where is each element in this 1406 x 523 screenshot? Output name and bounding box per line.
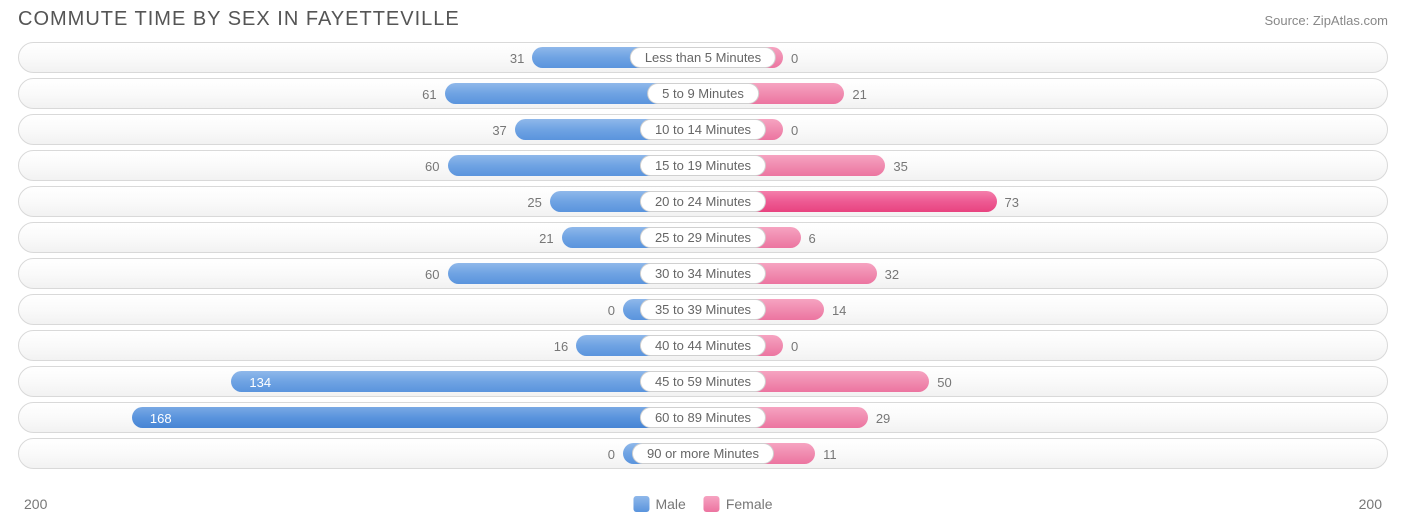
female-value: 21: [852, 79, 866, 110]
legend-male-label: Male: [655, 496, 685, 512]
category-label: 25 to 29 Minutes: [640, 227, 766, 248]
chart-source: Source: ZipAtlas.com: [1264, 13, 1388, 28]
male-value: 0: [608, 439, 615, 470]
female-value: 29: [876, 403, 890, 434]
male-value: 37: [492, 115, 506, 146]
diverging-bar-chart: 31 0 Less than 5 Minutes 61 21 5 to 9 Minutes…: [18, 42, 1388, 487]
chart-row: 0 11 90 or more Minutes: [18, 438, 1388, 469]
female-value: 35: [893, 151, 907, 182]
male-bar: [132, 407, 703, 428]
category-label: 15 to 19 Minutes: [640, 155, 766, 176]
legend-female: Female: [704, 496, 773, 512]
male-value: 60: [425, 151, 439, 182]
chart-row: 25 73 20 to 24 Minutes: [18, 186, 1388, 217]
legend: Male Female: [633, 496, 772, 512]
chart-row: 31 0 Less than 5 Minutes: [18, 42, 1388, 73]
category-label: 40 to 44 Minutes: [640, 335, 766, 356]
female-value: 0: [791, 43, 798, 74]
male-value: 31: [510, 43, 524, 74]
chart-row: 0 14 35 to 39 Minutes: [18, 294, 1388, 325]
category-label: 60 to 89 Minutes: [640, 407, 766, 428]
male-value: 168: [150, 403, 172, 434]
category-label: 20 to 24 Minutes: [640, 191, 766, 212]
chart-title: COMMUTE TIME BY SEX IN FAYETTEVILLE: [18, 8, 460, 31]
male-bar: [231, 371, 703, 392]
chart-header: COMMUTE TIME BY SEX IN FAYETTEVILLE Sour…: [0, 0, 1406, 35]
chart-row: 168 29 60 to 89 Minutes: [18, 402, 1388, 433]
male-swatch-icon: [633, 496, 649, 512]
category-label: 30 to 34 Minutes: [640, 263, 766, 284]
female-value: 11: [823, 439, 837, 470]
axis-right-max: 200: [1359, 496, 1382, 512]
chart-row: 37 0 10 to 14 Minutes: [18, 114, 1388, 145]
category-label: 10 to 14 Minutes: [640, 119, 766, 140]
female-value: 14: [832, 295, 846, 326]
category-label: 35 to 39 Minutes: [640, 299, 766, 320]
chart-row: 60 35 15 to 19 Minutes: [18, 150, 1388, 181]
chart-footer: 200 Male Female 200: [18, 493, 1388, 515]
male-value: 25: [527, 187, 541, 218]
chart-row: 16 0 40 to 44 Minutes: [18, 330, 1388, 361]
female-value: 6: [809, 223, 816, 254]
male-value: 21: [539, 223, 553, 254]
legend-female-label: Female: [726, 496, 773, 512]
chart-row: 61 21 5 to 9 Minutes: [18, 78, 1388, 109]
axis-left-max: 200: [24, 496, 47, 512]
legend-male: Male: [633, 496, 685, 512]
category-label: Less than 5 Minutes: [630, 47, 776, 68]
chart-row: 60 32 30 to 34 Minutes: [18, 258, 1388, 289]
female-value: 32: [885, 259, 899, 290]
category-label: 90 or more Minutes: [632, 443, 774, 464]
female-value: 0: [791, 115, 798, 146]
male-value: 134: [249, 367, 271, 398]
category-label: 45 to 59 Minutes: [640, 371, 766, 392]
female-swatch-icon: [704, 496, 720, 512]
male-value: 0: [608, 295, 615, 326]
male-value: 61: [422, 79, 436, 110]
chart-row: 21 6 25 to 29 Minutes: [18, 222, 1388, 253]
female-value: 73: [1005, 187, 1019, 218]
female-value: 0: [791, 331, 798, 362]
male-value: 60: [425, 259, 439, 290]
chart-row: 134 50 45 to 59 Minutes: [18, 366, 1388, 397]
category-label: 5 to 9 Minutes: [647, 83, 759, 104]
female-value: 50: [937, 367, 951, 398]
male-value: 16: [554, 331, 568, 362]
